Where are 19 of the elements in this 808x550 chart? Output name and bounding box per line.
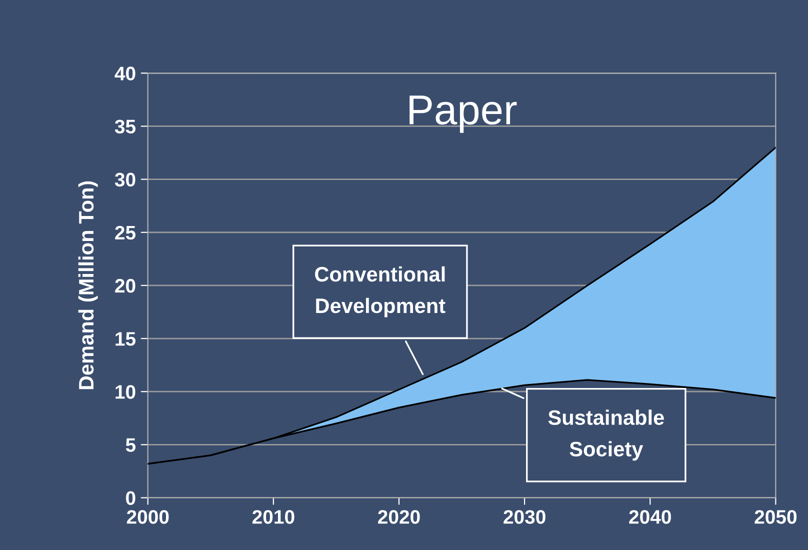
y-tick-label: 30 [114,172,136,187]
annotation: Sustainable Society [548,410,664,461]
y-tick-label: 5 [126,438,136,452]
x-tick-label: 2030 [504,510,546,524]
y-tick-label: 35 [114,120,136,134]
y-tick-label: 40 [114,66,136,80]
y-tick-label: 10 [116,385,136,399]
x-tick-label: 2010 [252,510,294,524]
chart-title: Paper [410,96,517,133]
x-tick-label: 2050 [754,510,797,524]
annotation: Conventional Development [315,266,446,318]
x-tick-label: 2040 [629,510,671,524]
y-tick-label: 15 [116,332,136,346]
y-tick-label: 25 [115,226,136,240]
x-tick-label: 2020 [378,510,420,524]
x-tick-label: 2000 [126,510,169,524]
y-axis-title: Demand (Million Ton) [78,181,98,390]
y-tick-label: 0 [126,491,136,505]
y-tick-label: 20 [115,278,136,293]
